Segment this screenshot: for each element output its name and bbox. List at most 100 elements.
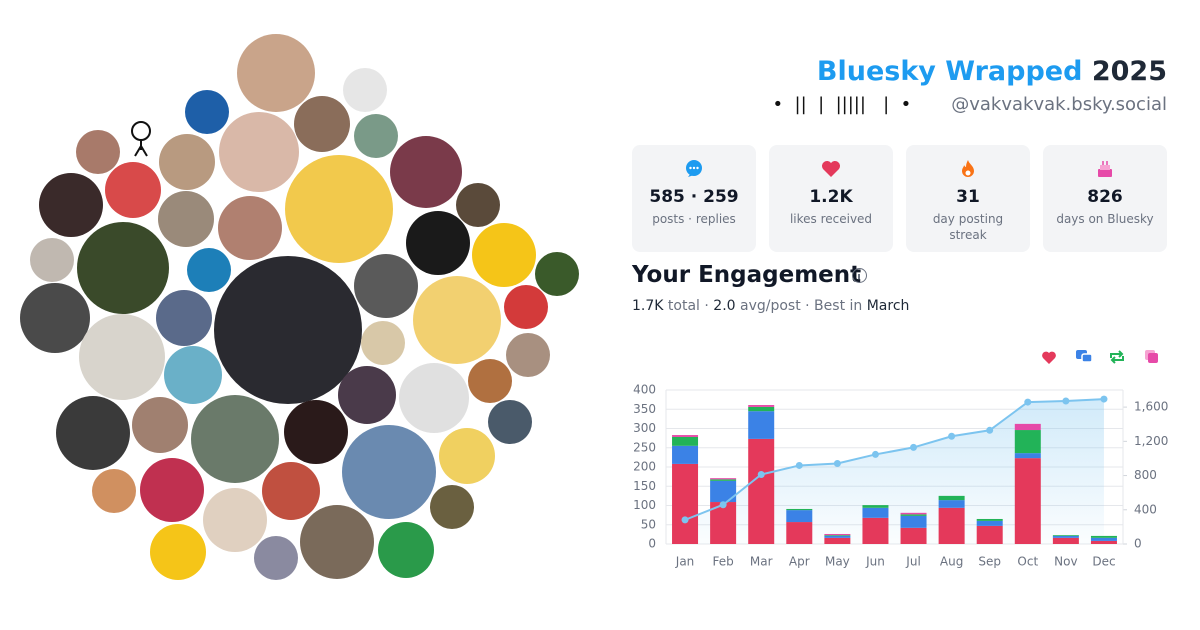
streak-icon	[962, 160, 974, 177]
identity: • || | ||||| | • @vakvakvak.bsky.social	[772, 94, 1167, 115]
y-tick-label: 350	[633, 402, 656, 416]
stat-value: 826	[1087, 187, 1123, 207]
y2-tick-label: 1,600	[1134, 400, 1168, 414]
stat-value: 1.2K	[809, 187, 853, 207]
engagement-title: Your Engagement	[632, 262, 862, 288]
stat-label: days on Bluesky	[1056, 212, 1154, 226]
avatar	[164, 346, 222, 404]
avatar	[439, 428, 495, 484]
x-tick-label: Aug	[940, 555, 963, 569]
avatar	[504, 285, 548, 329]
avatar	[218, 196, 282, 260]
avatar	[390, 136, 462, 208]
x-tick-label: Apr	[789, 555, 810, 569]
avatar	[203, 488, 267, 552]
bar-segment	[748, 406, 775, 412]
bar-segment	[938, 507, 965, 544]
y2-tick-label: 1,200	[1134, 434, 1168, 448]
avatar	[488, 400, 532, 444]
handle: @vakvakvak.bsky.social	[951, 94, 1167, 115]
bar-segment	[900, 514, 927, 516]
y2-tick-label: 400	[1134, 502, 1157, 516]
legend-replies-icon	[1076, 350, 1093, 363]
bar-segment	[862, 505, 889, 508]
x-tick-label: Jul	[905, 555, 920, 569]
bar-segment	[900, 515, 927, 528]
avatar	[254, 536, 298, 580]
y-tick-label: 50	[641, 517, 656, 531]
bar-segment	[900, 512, 927, 515]
line-point	[1100, 395, 1108, 403]
avatar	[150, 524, 206, 580]
legend-likes-icon	[1042, 351, 1056, 364]
x-tick-label: Dec	[1092, 555, 1115, 569]
y-tick-label: 150	[633, 479, 656, 493]
line-point	[681, 516, 689, 524]
avatar	[20, 283, 90, 353]
avatar	[343, 68, 387, 112]
cake-icon	[1098, 161, 1112, 177]
x-tick-label: Nov	[1054, 555, 1077, 569]
avatar	[191, 395, 279, 483]
bar-segment	[824, 533, 851, 536]
avatar	[456, 183, 500, 227]
stats: 585 · 259 posts · replies 1.2K likes rec…	[632, 145, 1167, 252]
x-tick-label: Feb	[713, 555, 734, 569]
x-tick-label: Jan	[675, 555, 695, 569]
bar-segment	[1090, 540, 1117, 544]
avatar	[39, 173, 103, 237]
line-point	[910, 443, 918, 451]
stat-label: day posting streak	[932, 212, 1004, 242]
stat-label: likes received	[789, 212, 873, 226]
avatar	[342, 425, 436, 519]
bar-segment	[976, 518, 1003, 521]
bar-segment	[672, 463, 699, 544]
bar-segment	[1090, 535, 1117, 538]
summary-part: total ·	[663, 298, 714, 314]
legend-quotes-icon	[1145, 350, 1158, 363]
stat-label: posts · replies	[652, 212, 736, 226]
line-point	[986, 426, 994, 434]
bar-segment	[710, 480, 737, 503]
bar-segment	[938, 495, 965, 501]
stat-value: 585 · 259	[649, 187, 739, 207]
avatar	[156, 290, 212, 346]
bar-segment	[786, 522, 813, 544]
line-point	[833, 459, 841, 467]
summary-part: March	[866, 298, 910, 314]
posts-icon	[686, 160, 702, 177]
y2-tick-label: 0	[1134, 537, 1142, 551]
avatar	[76, 130, 120, 174]
bar-segment	[1014, 453, 1041, 459]
avatar	[92, 469, 136, 513]
title-brand: Bluesky Wrapped	[816, 56, 1083, 87]
line-area	[685, 399, 1104, 544]
avatar	[187, 248, 231, 292]
line	[684, 398, 1105, 521]
line-point	[1024, 398, 1032, 406]
avatar	[430, 485, 474, 529]
avatar	[77, 222, 169, 314]
bar-segment	[1014, 430, 1041, 454]
stat-card: 826 days on Bluesky	[1043, 145, 1167, 252]
avatar	[535, 252, 579, 296]
avatar	[237, 34, 315, 112]
stat-card: 585 · 259 posts · replies	[632, 145, 756, 252]
avatar	[378, 522, 434, 578]
avatar	[413, 276, 501, 364]
y-tick-label: 200	[633, 460, 656, 474]
info-icon[interactable]	[852, 268, 867, 283]
avatar	[354, 114, 398, 158]
line-point	[871, 450, 879, 458]
avatar	[354, 254, 418, 318]
line-point	[795, 461, 803, 469]
y-tick-label: 250	[633, 440, 656, 454]
avatar	[159, 134, 215, 190]
avatar	[214, 256, 362, 404]
avatar	[284, 400, 348, 464]
avatar	[219, 112, 299, 192]
line-point	[757, 471, 765, 479]
x-tick-label: Mar	[750, 555, 773, 569]
bar-segment	[938, 500, 965, 508]
avatar-cluster	[20, 34, 579, 580]
